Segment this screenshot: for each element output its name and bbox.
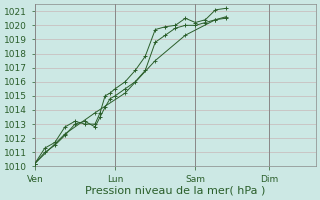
X-axis label: Pression niveau de la mer( hPa ): Pression niveau de la mer( hPa ) (85, 186, 266, 196)
